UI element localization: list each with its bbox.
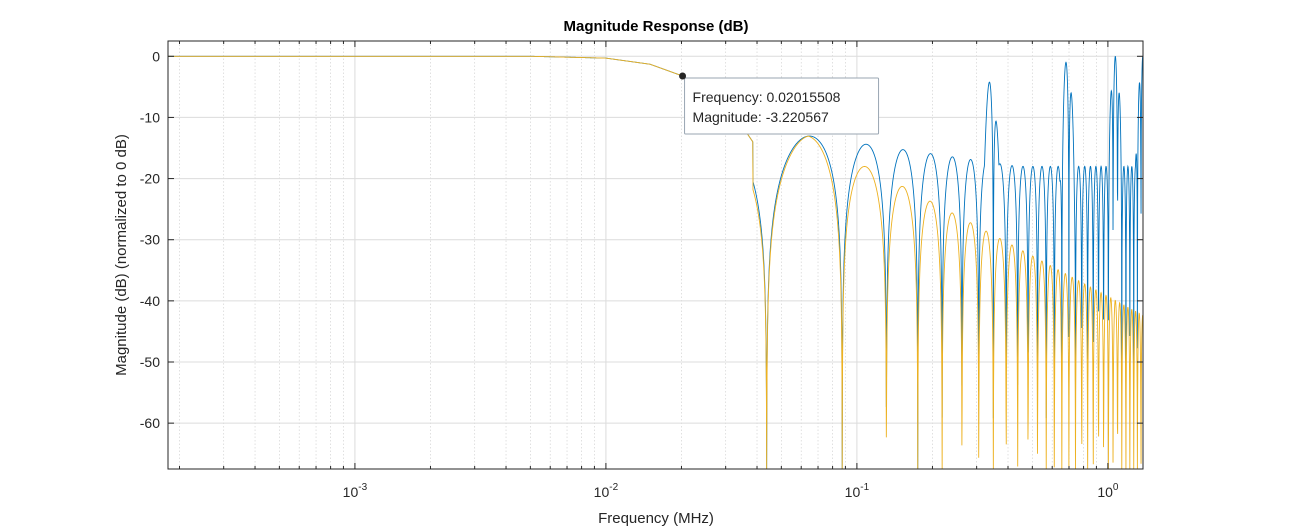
axes-box [167, 40, 1144, 470]
x-axis-label: Frequency (MHz) [598, 510, 714, 527]
y-tick-label: -20 [140, 171, 160, 187]
y-tick-label: -50 [140, 354, 160, 370]
datatip-marker [679, 72, 687, 80]
y-tick-label: -10 [140, 109, 160, 125]
y-axis-label: Magnitude (dB) (normalized to 0 dB) [113, 134, 130, 376]
x-tick-labels: 10-3 10-2 10-1 100 [343, 482, 1119, 500]
series-yellow-line [168, 55, 1144, 470]
y-tick-labels: 0 -10 -20 -30 -40 -50 -60 [140, 48, 160, 431]
major-grid [168, 41, 1143, 469]
y-tick-label: -30 [140, 232, 160, 248]
tick-marks [168, 41, 1143, 469]
y-tick-label: 0 [152, 48, 160, 64]
y-tick-label: -40 [140, 293, 160, 309]
x-tick-label: 100 [1097, 482, 1119, 500]
datatip[interactable]: Frequency: 0.02015508 Magnitude: -3.2205… [679, 72, 880, 135]
chart-title: Magnitude Response (dB) [563, 18, 748, 35]
datatip-box [684, 77, 880, 135]
x-tick-label: 10-3 [343, 482, 368, 500]
datatip-frequency-text: Frequency: 0.02015508 [693, 89, 841, 105]
datatip-magnitude-text: Magnitude: -3.220567 [693, 109, 829, 125]
x-tick-label: 10-2 [594, 482, 619, 500]
series-layer [168, 55, 1144, 470]
y-tick-label: -60 [140, 415, 160, 431]
x-tick-label: 10-1 [845, 482, 870, 500]
